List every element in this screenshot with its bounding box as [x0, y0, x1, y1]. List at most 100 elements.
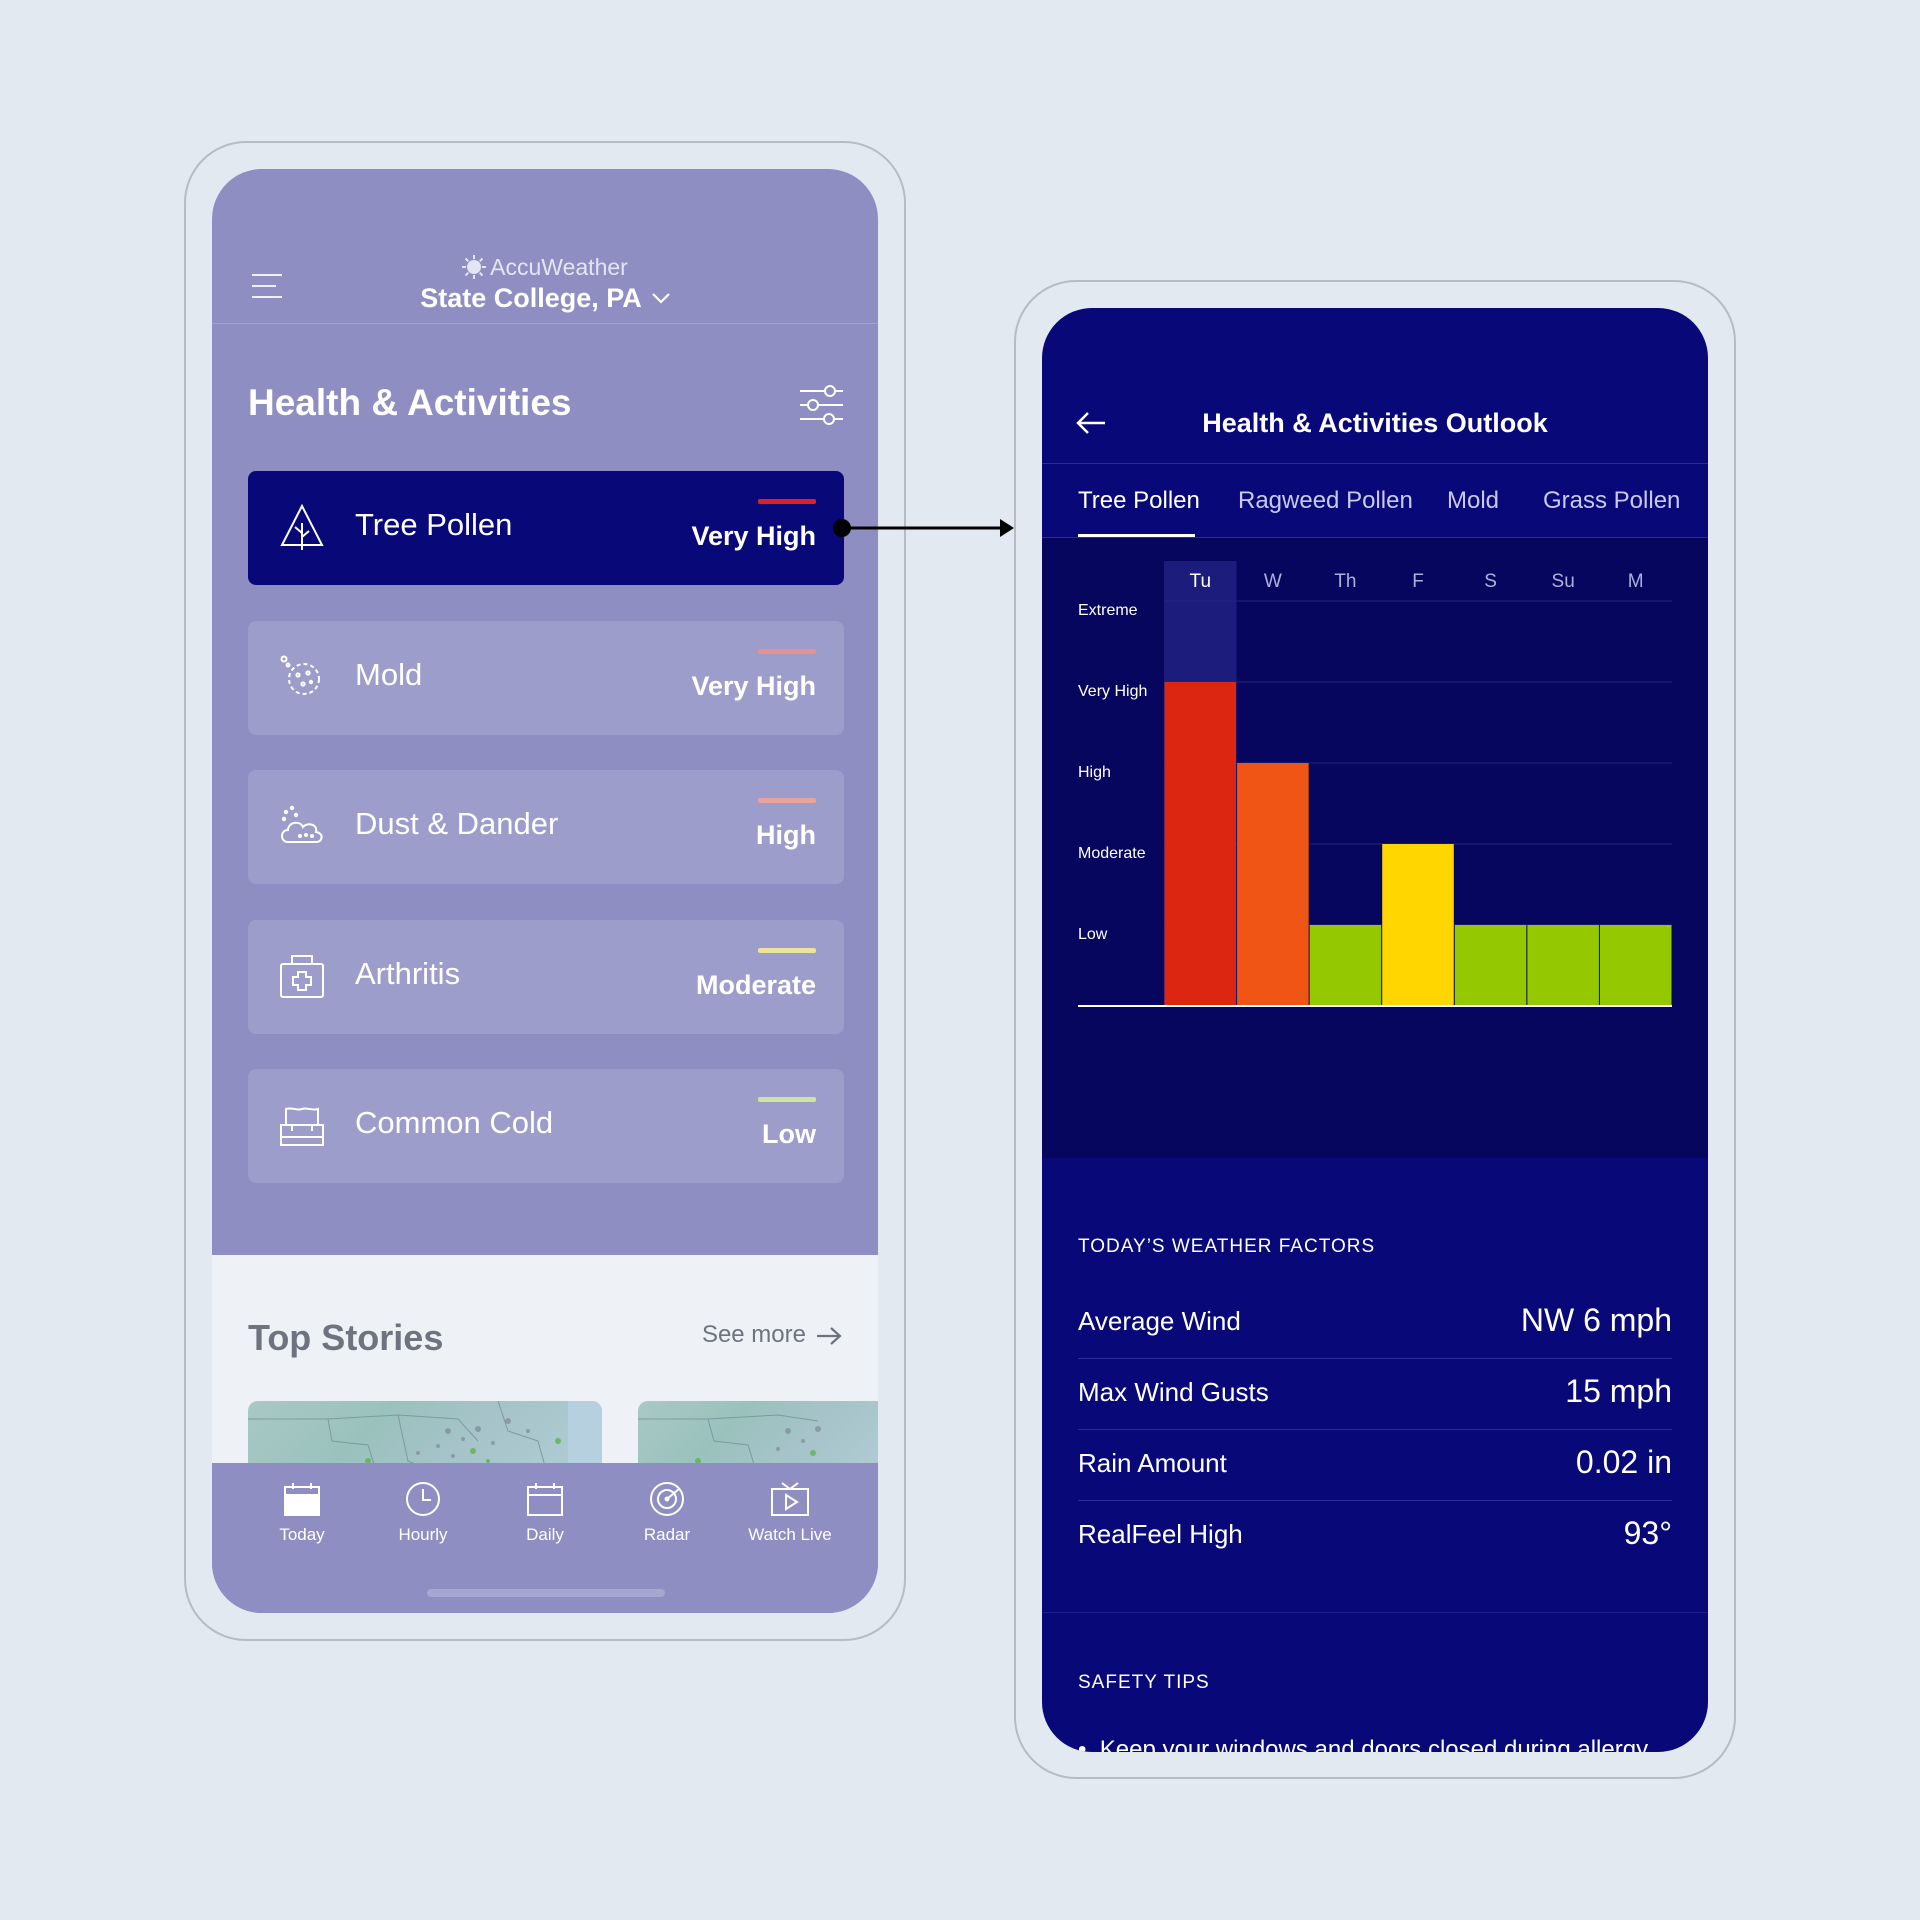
chart-bar	[1599, 925, 1672, 1006]
tree-icon	[280, 503, 324, 550]
card-name: Common Cold	[355, 1105, 554, 1140]
active-tab-underline	[1078, 534, 1195, 538]
tab-watch-live[interactable]: Watch Live	[730, 1481, 850, 1545]
brand-name: AccuWeather	[490, 254, 628, 280]
tab-mold[interactable]: Mold	[1447, 487, 1500, 514]
card-name: Mold	[355, 657, 423, 692]
tab-label: Radar	[643, 1525, 691, 1544]
level-indicator-bar	[758, 948, 816, 953]
first-aid-icon	[280, 955, 324, 998]
factor-label: Max Wind Gusts	[1078, 1377, 1269, 1407]
calendar-icon	[527, 1483, 563, 1516]
tab-ragweed-pollen[interactable]: Ragweed Pollen	[1238, 487, 1413, 514]
level-label: Extreme	[1078, 602, 1138, 619]
day-label: F	[1412, 571, 1424, 592]
card-level: High	[756, 820, 816, 850]
factor-row: Max Wind Gusts 15 mph	[1078, 1359, 1672, 1430]
day-label: S	[1484, 571, 1497, 592]
map-thumbnail-image	[638, 1414, 821, 1477]
factor-row: RealFeel High 93°	[1078, 1501, 1672, 1571]
calendar-today-icon	[284, 1483, 320, 1516]
phone-frame-right	[1014, 280, 1736, 1779]
home-indicator	[427, 1589, 665, 1597]
tissue-box-icon	[280, 1107, 324, 1146]
safety-tip-text: Keep your windows and doors closed durin…	[1099, 1736, 1649, 1752]
factor-value: NW 6 mph	[1520, 1302, 1672, 1338]
tab-label: Daily	[526, 1525, 564, 1544]
card-name: Tree Pollen	[355, 507, 513, 542]
health-card-dust-dander[interactable]: Dust & Dander High	[248, 770, 844, 884]
header-divider	[1042, 463, 1708, 464]
location-selector[interactable]: State College, PA	[212, 283, 878, 314]
outlook-title: Health & Activities Outlook	[1202, 408, 1548, 438]
tab-radar[interactable]: Radar	[612, 1481, 722, 1545]
chart-bar	[1527, 925, 1599, 1006]
level-indicator-bar	[758, 1097, 816, 1102]
chart-bar	[1164, 682, 1237, 1006]
health-card-mold[interactable]: Mold Very High	[248, 621, 844, 735]
brand-logo: AccuWeather	[212, 254, 878, 281]
health-card-tree-pollen[interactable]: Tree Pollen Very High	[248, 471, 844, 585]
card-level: Very High	[691, 521, 816, 551]
back-arrow-icon[interactable]	[1076, 412, 1106, 434]
level-label: Moderate	[1078, 845, 1146, 862]
day-label: M	[1628, 571, 1644, 592]
level-indicator-bar	[758, 798, 816, 803]
outlook-screen: Health & Activities Outlook Tree Pollen …	[1042, 308, 1708, 1752]
factor-value: 0.02 in	[1575, 1444, 1672, 1480]
day-label: Su	[1552, 571, 1575, 592]
header-divider	[212, 323, 878, 324]
card-level: Low	[762, 1119, 816, 1149]
top-stories-title: Top Stories	[248, 1317, 444, 1358]
card-name: Arthritis	[355, 956, 461, 991]
day-label: W	[1264, 571, 1282, 592]
tabs-divider	[1042, 537, 1708, 538]
tab-grass-pollen[interactable]: Grass Pollen	[1543, 487, 1681, 514]
level-label: High	[1078, 764, 1111, 781]
sun-logo-icon	[462, 255, 487, 279]
chart-bar	[1237, 763, 1309, 1006]
day-label: Th	[1334, 571, 1356, 592]
dust-icon	[281, 805, 323, 843]
factor-label: RealFeel High	[1078, 1519, 1243, 1549]
health-card-arthritis[interactable]: Arthritis Moderate	[248, 920, 844, 1034]
see-more-link[interactable]: See more	[702, 1321, 842, 1349]
tab-label: Hourly	[398, 1525, 448, 1544]
safety-tip-item: • Keep your windows and doors closed dur…	[1078, 1736, 1648, 1752]
play-video-icon	[771, 1482, 809, 1516]
tab-hourly[interactable]: Hourly	[368, 1481, 478, 1545]
tab-tree-pollen[interactable]: Tree Pollen	[1078, 487, 1200, 514]
weather-factors-title: TODAY’S WEATHER FACTORS	[1078, 1236, 1376, 1257]
chart-bar	[1382, 844, 1454, 1006]
tab-label: Today	[279, 1525, 325, 1544]
day-label: Tu	[1190, 571, 1211, 592]
factor-row: Average Wind NW 6 mph	[1078, 1288, 1672, 1359]
card-level: Moderate	[695, 970, 816, 1000]
tab-daily[interactable]: Daily	[490, 1481, 600, 1545]
location-label: State College, PA	[420, 283, 642, 313]
mold-icon	[280, 655, 320, 695]
bottom-tab-bar: Today Hourly Daily Radar Watch Live	[212, 1463, 878, 1613]
section-divider	[1042, 1612, 1708, 1613]
factor-value: 93°	[1623, 1515, 1672, 1551]
factor-row: Rain Amount 0.02 in	[1078, 1430, 1672, 1501]
filter-settings-icon[interactable]	[799, 383, 843, 427]
health-activities-screen: AccuWeather State College, PA Health & A…	[212, 169, 878, 1613]
tab-today[interactable]: Today	[247, 1481, 357, 1545]
card-name: Dust & Dander	[355, 806, 559, 841]
see-more-label: See more	[701, 1321, 806, 1348]
level-label: Very High	[1078, 683, 1147, 700]
clock-icon	[406, 1482, 440, 1516]
factor-value: 15 mph	[1565, 1373, 1672, 1409]
flow-connector-arrow	[833, 519, 1014, 537]
level-indicator-bar	[758, 649, 816, 654]
menu-icon[interactable]	[252, 274, 282, 300]
tab-label: Watch Live	[748, 1525, 832, 1544]
level-indicator-bar	[758, 499, 816, 504]
chart-background	[1042, 538, 1708, 1158]
factor-label: Rain Amount	[1078, 1448, 1227, 1478]
level-label: Low	[1078, 926, 1108, 943]
health-card-common-cold[interactable]: Common Cold Low	[248, 1069, 844, 1183]
radar-icon	[650, 1482, 684, 1516]
factor-label: Average Wind	[1078, 1306, 1241, 1336]
